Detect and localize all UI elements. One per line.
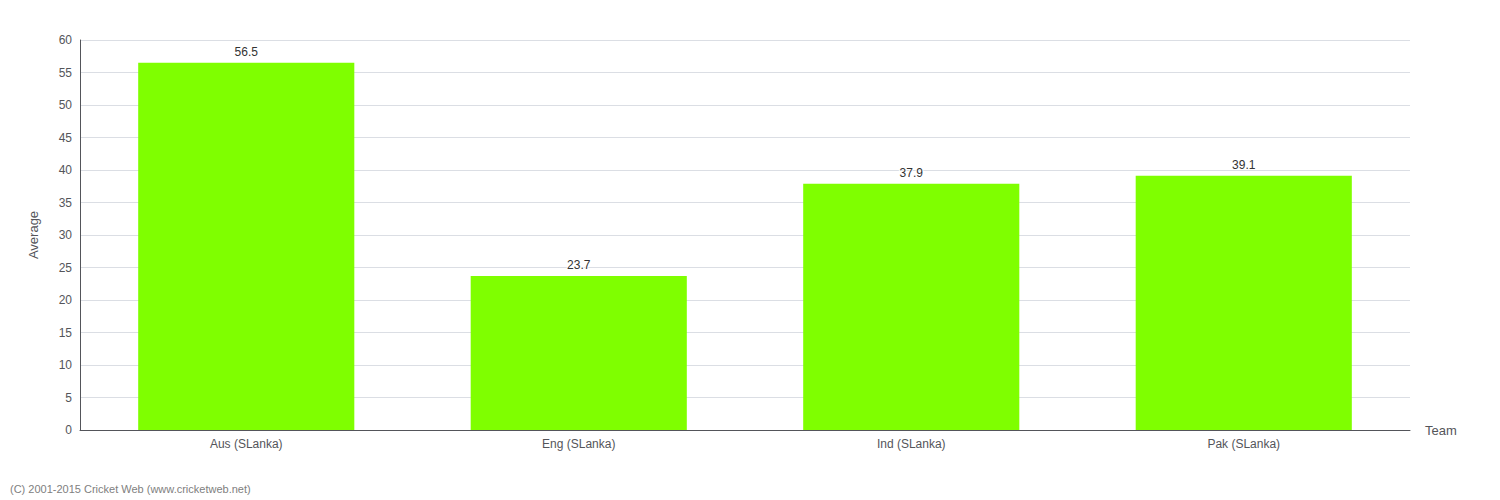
svg-text:5: 5 (65, 391, 72, 405)
svg-text:Average: Average (26, 211, 41, 259)
svg-text:15: 15 (59, 326, 73, 340)
svg-text:(C) 2001-2015 Cricket Web (www: (C) 2001-2015 Cricket Web (www.cricketwe… (10, 483, 251, 495)
svg-text:Pak (SLanka): Pak (SLanka) (1207, 437, 1280, 451)
svg-text:50: 50 (59, 98, 73, 112)
svg-text:40: 40 (59, 163, 73, 177)
svg-text:60: 60 (59, 33, 73, 47)
svg-text:45: 45 (59, 131, 73, 145)
svg-text:20: 20 (59, 293, 73, 307)
svg-text:Aus (SLanka): Aus (SLanka) (210, 437, 283, 451)
svg-text:10: 10 (59, 358, 73, 372)
svg-text:30: 30 (59, 228, 73, 242)
svg-text:39.1: 39.1 (1232, 158, 1256, 172)
svg-text:55: 55 (59, 66, 73, 80)
svg-text:23.7: 23.7 (567, 258, 591, 272)
svg-text:Ind (SLanka): Ind (SLanka) (877, 437, 946, 451)
svg-text:25: 25 (59, 261, 73, 275)
svg-text:56.5: 56.5 (235, 45, 259, 59)
svg-text:35: 35 (59, 196, 73, 210)
svg-text:37.9: 37.9 (900, 166, 924, 180)
svg-text:Team: Team (1425, 423, 1457, 438)
svg-text:0: 0 (65, 423, 72, 437)
svg-text:Eng (SLanka): Eng (SLanka) (542, 437, 615, 451)
